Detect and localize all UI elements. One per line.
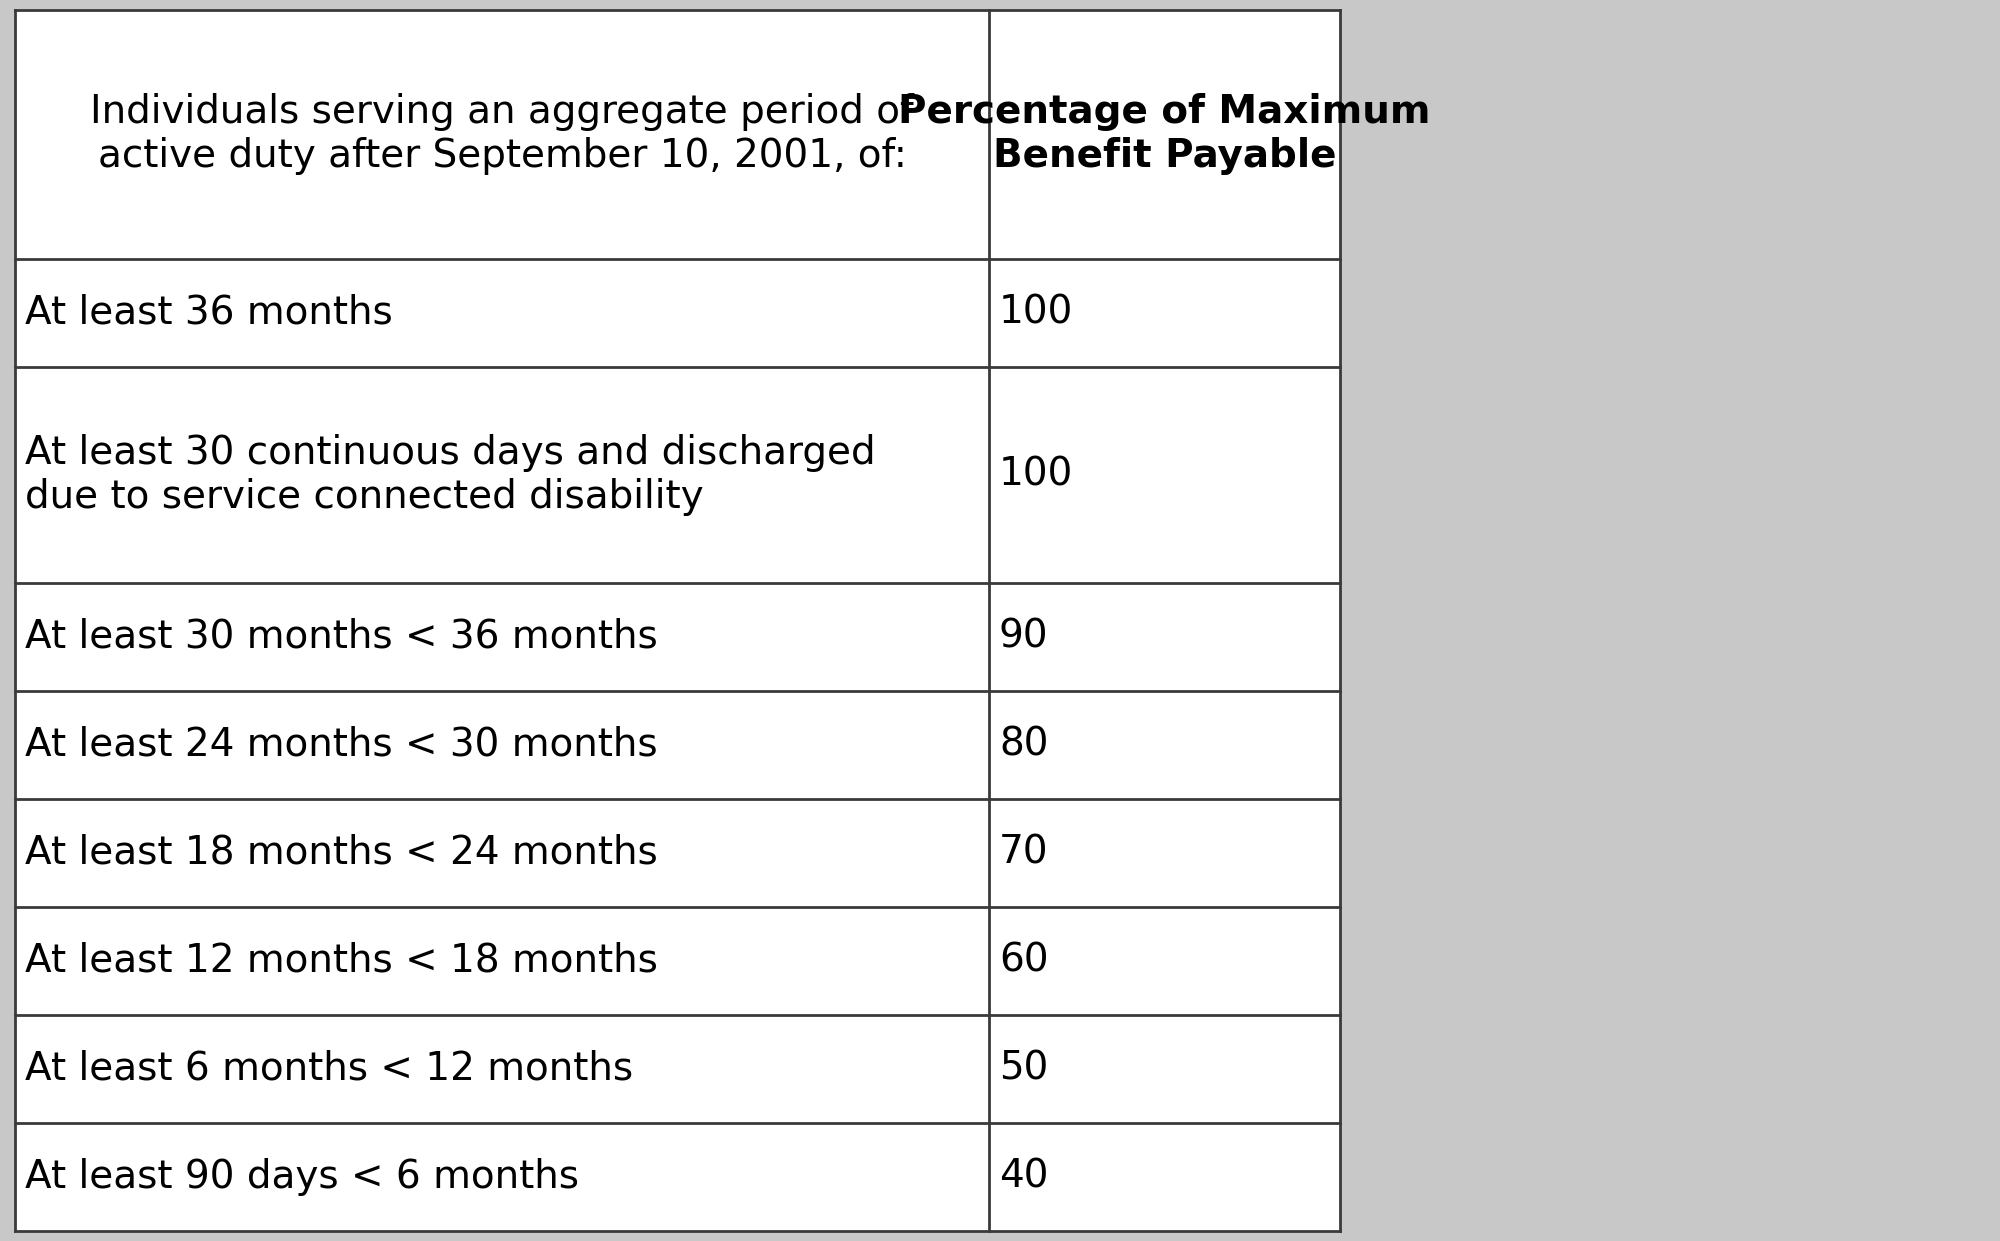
Text: 40: 40 bbox=[998, 1158, 1048, 1196]
Text: At least 30 months < 36 months: At least 30 months < 36 months bbox=[24, 618, 658, 655]
Bar bbox=[16, 10, 1340, 1231]
Text: At least 12 months < 18 months: At least 12 months < 18 months bbox=[24, 942, 658, 980]
Text: At least 90 days < 6 months: At least 90 days < 6 months bbox=[24, 1158, 580, 1196]
Text: 100: 100 bbox=[998, 455, 1074, 494]
Text: 90: 90 bbox=[998, 618, 1048, 655]
Text: Individuals serving an aggregate period of
active duty after September 10, 2001,: Individuals serving an aggregate period … bbox=[90, 93, 914, 175]
Text: At least 24 months < 30 months: At least 24 months < 30 months bbox=[24, 726, 658, 763]
Text: 50: 50 bbox=[998, 1050, 1048, 1088]
Text: At least 36 months: At least 36 months bbox=[24, 294, 392, 331]
Text: 80: 80 bbox=[998, 726, 1048, 763]
Text: At least 30 continuous days and discharged
due to service connected disability: At least 30 continuous days and discharg… bbox=[24, 433, 876, 515]
Text: 70: 70 bbox=[998, 834, 1048, 872]
Text: 60: 60 bbox=[998, 942, 1048, 980]
Text: At least 18 months < 24 months: At least 18 months < 24 months bbox=[24, 834, 658, 872]
Text: At least 6 months < 12 months: At least 6 months < 12 months bbox=[24, 1050, 634, 1088]
Text: 100: 100 bbox=[998, 294, 1074, 331]
Text: Percentage of Maximum
Benefit Payable: Percentage of Maximum Benefit Payable bbox=[898, 93, 1430, 175]
